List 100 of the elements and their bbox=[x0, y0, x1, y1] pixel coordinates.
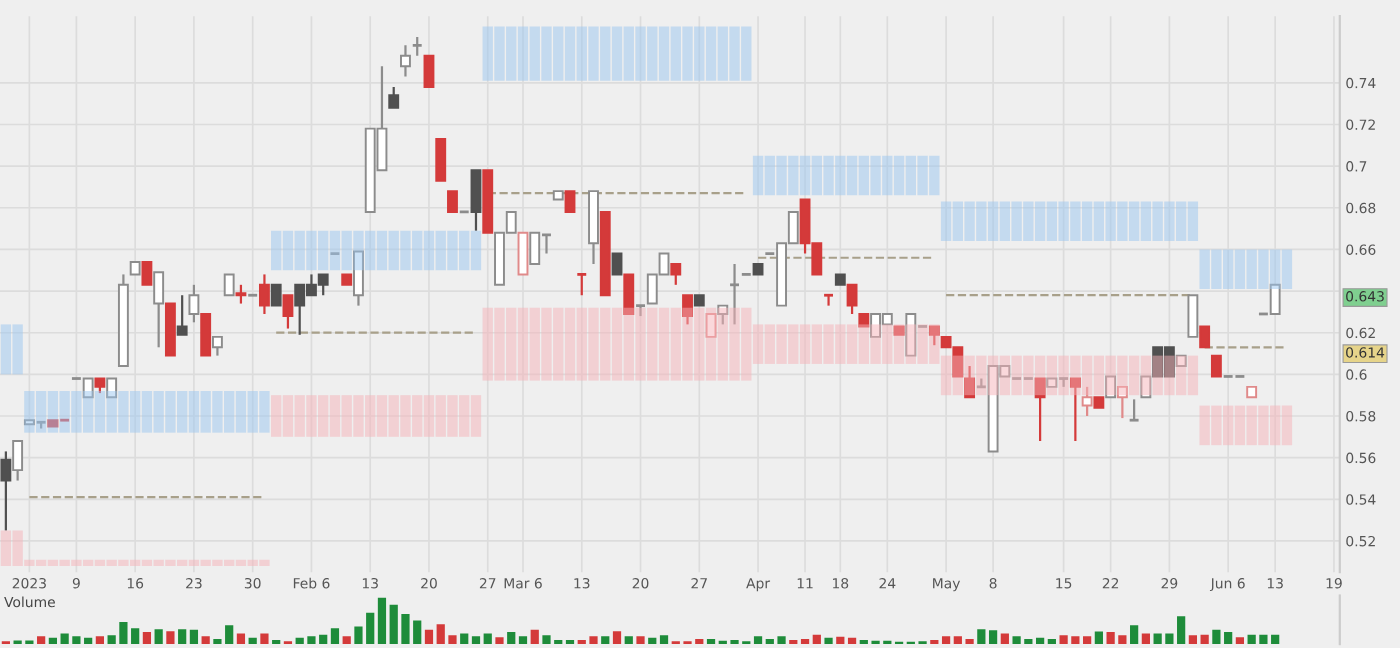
candlestick bbox=[423, 54, 435, 88]
bar bbox=[824, 637, 833, 645]
bar bbox=[529, 26, 540, 81]
bar bbox=[988, 630, 998, 645]
bar bbox=[588, 307, 599, 381]
bar bbox=[365, 395, 376, 437]
bar bbox=[788, 324, 799, 364]
bar bbox=[1034, 201, 1046, 242]
candlestick bbox=[435, 138, 447, 182]
bar bbox=[1281, 405, 1293, 446]
bar bbox=[823, 155, 834, 196]
bar bbox=[178, 629, 187, 645]
bar bbox=[1047, 639, 1056, 645]
bar bbox=[189, 629, 199, 645]
bar bbox=[917, 324, 928, 364]
bar bbox=[376, 395, 388, 437]
bar bbox=[659, 635, 669, 645]
bar bbox=[964, 355, 975, 396]
bar bbox=[35, 391, 47, 433]
bar bbox=[459, 230, 470, 271]
candlestick bbox=[1210, 354, 1222, 378]
bar bbox=[447, 230, 458, 271]
bar bbox=[800, 639, 810, 645]
bar bbox=[201, 636, 210, 645]
bar bbox=[882, 155, 893, 196]
bar bbox=[694, 26, 705, 81]
candlestick bbox=[846, 283, 858, 316]
bar bbox=[788, 155, 799, 196]
bar bbox=[847, 637, 857, 645]
bar bbox=[1083, 636, 1092, 645]
bar bbox=[517, 307, 529, 381]
bar bbox=[435, 230, 446, 271]
bar bbox=[294, 230, 305, 271]
bar bbox=[435, 395, 446, 437]
bar bbox=[612, 631, 622, 645]
bar bbox=[423, 230, 435, 271]
bar bbox=[999, 355, 1011, 396]
candlestick bbox=[1128, 398, 1140, 422]
bar bbox=[470, 395, 482, 437]
bar bbox=[377, 597, 387, 645]
bar bbox=[224, 391, 235, 433]
bar bbox=[1035, 637, 1045, 645]
bar bbox=[705, 307, 717, 381]
bar bbox=[811, 324, 822, 364]
bar bbox=[776, 155, 787, 196]
bar bbox=[247, 391, 258, 433]
bar bbox=[153, 391, 164, 433]
bar bbox=[306, 230, 317, 271]
bar bbox=[248, 637, 257, 645]
bar bbox=[306, 395, 317, 437]
bar bbox=[812, 634, 821, 645]
bar bbox=[447, 395, 458, 437]
bar bbox=[1011, 201, 1022, 242]
bar bbox=[682, 26, 693, 81]
bar bbox=[59, 391, 70, 433]
bar bbox=[1141, 633, 1150, 645]
bar bbox=[541, 307, 552, 381]
bar bbox=[517, 26, 529, 81]
bar bbox=[964, 201, 975, 242]
bar bbox=[1235, 637, 1245, 645]
bar bbox=[188, 391, 200, 433]
bar bbox=[1211, 249, 1222, 289]
candlestick bbox=[575, 273, 588, 297]
bar bbox=[764, 324, 775, 364]
bar bbox=[37, 636, 46, 645]
bar bbox=[1130, 625, 1139, 645]
bar bbox=[260, 633, 269, 645]
bar bbox=[1246, 249, 1257, 289]
bar bbox=[400, 230, 411, 271]
bar bbox=[1128, 201, 1140, 242]
bar bbox=[212, 391, 223, 433]
bar bbox=[1140, 355, 1152, 396]
bar bbox=[1222, 405, 1234, 446]
candlestick bbox=[611, 252, 623, 276]
bar bbox=[1140, 201, 1152, 242]
bar bbox=[799, 324, 811, 364]
bar bbox=[1234, 249, 1246, 289]
bar bbox=[12, 324, 23, 375]
bar bbox=[506, 307, 517, 381]
bar bbox=[882, 324, 893, 364]
bar bbox=[564, 307, 576, 381]
bar bbox=[529, 307, 540, 381]
bar bbox=[647, 307, 658, 381]
bar bbox=[729, 26, 740, 81]
bar bbox=[1258, 249, 1269, 289]
bar bbox=[1000, 633, 1009, 645]
bar bbox=[483, 633, 492, 645]
bar bbox=[905, 324, 916, 364]
bar bbox=[0, 324, 12, 375]
bar bbox=[576, 307, 587, 381]
bar bbox=[494, 307, 505, 381]
bar bbox=[294, 395, 305, 437]
bar bbox=[507, 632, 516, 645]
bar bbox=[658, 26, 670, 81]
bar bbox=[905, 155, 916, 196]
bar bbox=[565, 639, 575, 645]
bar bbox=[482, 307, 493, 381]
bar bbox=[987, 201, 999, 242]
bar bbox=[342, 636, 351, 645]
bar bbox=[611, 26, 623, 81]
